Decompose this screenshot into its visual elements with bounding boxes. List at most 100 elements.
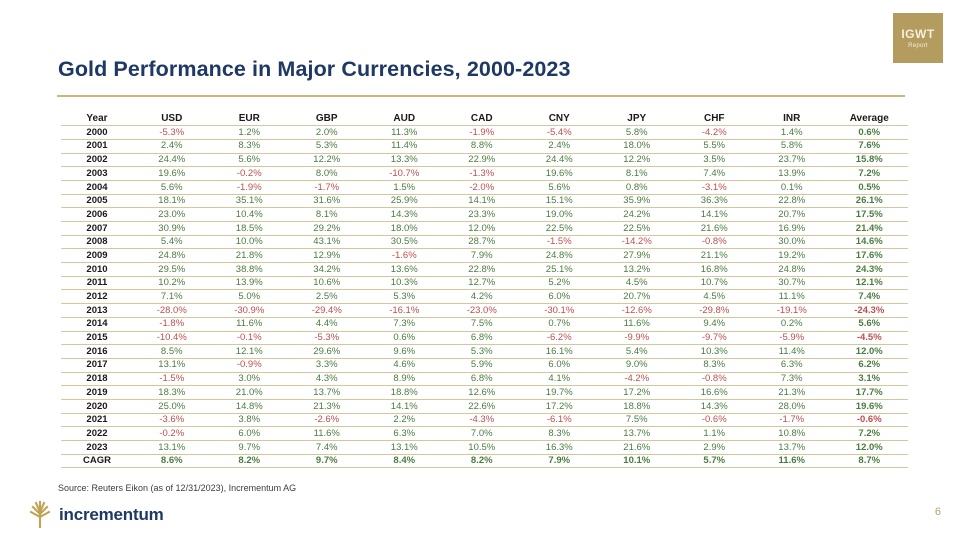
year-cell: 2018 <box>61 372 133 387</box>
value-cell: 18.1% <box>133 194 211 209</box>
value-cell: 18.0% <box>365 221 443 236</box>
value-cell: 25.1% <box>520 262 598 277</box>
value-cell: -1.9% <box>210 180 288 195</box>
value-cell: -5.4% <box>520 125 598 140</box>
year-cell: 2015 <box>61 331 133 346</box>
value-cell: 22.5% <box>520 221 598 236</box>
value-cell: -2.0% <box>443 180 521 195</box>
year-cell: 2003 <box>61 166 133 181</box>
table-row-2004: 2004 5.6% -1.9% -1.7% 1.5% -2.0% 5.6% 0.8% -3.1%… <box>61 180 908 195</box>
value-cell: 11.3% <box>365 125 443 140</box>
value-cell: -5.3% <box>133 125 211 140</box>
value-cell: 2.4% <box>520 139 598 154</box>
value-cell: 10.3% <box>675 344 753 359</box>
value-cell: 1.2% <box>210 125 288 140</box>
value-cell: -16.1% <box>365 303 443 318</box>
value-cell: 8.2% <box>443 454 521 469</box>
value-cell: -0.2% <box>210 166 288 181</box>
year-cell: 2021 <box>61 413 133 428</box>
value-cell: -3.1% <box>675 180 753 195</box>
value-cell: -1.5% <box>520 235 598 250</box>
value-cell: 5.3% <box>288 139 366 154</box>
value-cell: 18.8% <box>365 385 443 400</box>
value-cell: 12.2% <box>288 153 366 168</box>
value-cell: -29.4% <box>288 303 366 318</box>
value-cell: 31.6% <box>288 194 366 209</box>
value-cell: 7.4% <box>675 166 753 181</box>
value-cell: 21.1% <box>675 248 753 264</box>
year-cell: 2000 <box>61 125 133 140</box>
year-cell: 2017 <box>61 358 133 373</box>
value-cell: 4.6% <box>365 358 443 373</box>
value-cell: 6.2% <box>830 358 908 373</box>
value-cell: 13.7% <box>288 385 366 400</box>
table-row-2006: 2006 23.0% 10.4% 8.1% 14.3% 23.3% 19.0% 24.2% 14… <box>61 207 908 222</box>
value-cell: -12.6% <box>598 303 676 318</box>
value-cell: -30.1% <box>520 303 598 318</box>
year-cell: 2010 <box>61 262 133 277</box>
value-cell: 10.6% <box>288 276 366 291</box>
value-cell: -0.8% <box>675 372 753 387</box>
value-cell: 8.8% <box>443 139 521 154</box>
value-cell: 9.7% <box>210 440 288 455</box>
value-cell: 2.5% <box>288 289 366 305</box>
value-cell: 10.7% <box>675 276 753 291</box>
value-cell: 24.8% <box>520 248 598 264</box>
column-header-gbp: GBP <box>288 112 366 127</box>
value-cell: 12.1% <box>210 344 288 359</box>
table-row-2015: 2015 -10.4% -0.1% -5.3% 0.6% 6.8% -6.2% -9.9% -9… <box>61 331 908 346</box>
column-header-jpy: JPY <box>598 112 676 127</box>
value-cell: 5.6% <box>133 180 211 195</box>
year-cell: 2022 <box>61 426 133 441</box>
value-cell: -9.7% <box>675 331 753 346</box>
year-cell: 2016 <box>61 344 133 359</box>
value-cell: 5.7% <box>675 454 753 469</box>
value-cell: 11.6% <box>598 317 676 332</box>
value-cell: 24.8% <box>133 248 211 264</box>
year-cell: 2019 <box>61 385 133 400</box>
value-cell: -0.6% <box>830 413 908 428</box>
value-cell: 21.4% <box>830 221 908 236</box>
value-cell: 6.0% <box>210 426 288 441</box>
value-cell: 8.9% <box>365 372 443 387</box>
value-cell: 11.4% <box>753 344 831 359</box>
value-cell: 21.0% <box>210 385 288 400</box>
year-cell: 2020 <box>61 399 133 414</box>
table-body: 2000 -5.3% 1.2% 2.0% 11.3% -1.9% -5.4% 5.8% -4.2… <box>61 125 908 469</box>
value-cell: 0.8% <box>598 180 676 195</box>
value-cell: 18.0% <box>598 139 676 154</box>
value-cell: -0.6% <box>675 413 753 428</box>
value-cell: 5.3% <box>365 289 443 305</box>
value-cell: 14.6% <box>830 235 908 250</box>
value-cell: 5.4% <box>133 235 211 250</box>
value-cell: 6.3% <box>753 358 831 373</box>
value-cell: 3.1% <box>830 372 908 387</box>
value-cell: -6.1% <box>520 413 598 428</box>
table-row-2000: 2000 -5.3% 1.2% 2.0% 11.3% -1.9% -5.4% 5.8% -4.2… <box>61 125 908 140</box>
value-cell: 10.3% <box>365 276 443 291</box>
value-cell: 5.6% <box>520 180 598 195</box>
value-cell: 14.1% <box>675 207 753 222</box>
value-cell: 19.6% <box>133 166 211 181</box>
year-cell: 2007 <box>61 221 133 236</box>
value-cell: 8.3% <box>520 426 598 441</box>
value-cell: 13.6% <box>365 262 443 277</box>
table-row-2011: 2011 10.2% 13.9% 10.6% 10.3% 12.7% 5.2% 4.5% 10.… <box>61 276 908 291</box>
value-cell: 0.1% <box>753 180 831 195</box>
value-cell: 7.3% <box>365 317 443 332</box>
value-cell: 27.9% <box>598 248 676 264</box>
table-row-2003: 2003 19.6% -0.2% 8.0% -10.7% -1.3% 19.6% 8.1% 7.… <box>61 166 908 181</box>
value-cell: 10.8% <box>753 426 831 441</box>
value-cell: 7.2% <box>830 166 908 181</box>
column-header-cad: CAD <box>443 112 521 127</box>
value-cell: 3.8% <box>210 413 288 428</box>
value-cell: -29.8% <box>675 303 753 318</box>
value-cell: -2.6% <box>288 413 366 428</box>
value-cell: 29.2% <box>288 221 366 236</box>
year-cell: 2011 <box>61 276 133 291</box>
table-row-2020: 2020 25.0% 14.8% 21.3% 14.1% 22.6% 17.2% 18.8% 1… <box>61 399 908 414</box>
value-cell: 3.3% <box>288 358 366 373</box>
value-cell: 5.6% <box>830 317 908 332</box>
value-cell: 8.5% <box>133 344 211 359</box>
table-row-2007: 2007 30.9% 18.5% 29.2% 18.0% 12.0% 22.5% 22.5% 2… <box>61 221 908 236</box>
